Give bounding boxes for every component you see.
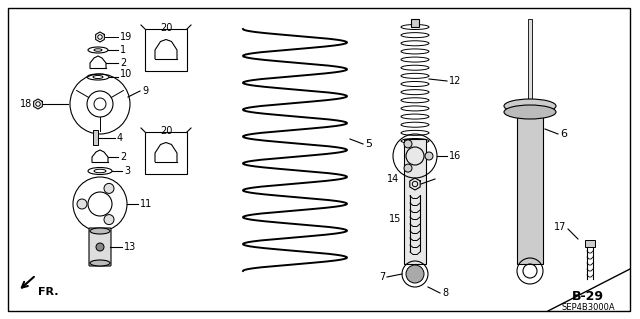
Text: FR.: FR. [38, 287, 58, 297]
Text: 8: 8 [442, 288, 448, 298]
Text: 7: 7 [379, 272, 385, 282]
Text: 17: 17 [554, 222, 566, 232]
Ellipse shape [90, 260, 110, 266]
Ellipse shape [96, 243, 104, 251]
Text: 1: 1 [120, 45, 126, 55]
Ellipse shape [504, 105, 556, 119]
Text: 18: 18 [20, 99, 32, 109]
Bar [145, 132, 187, 174]
Text: 11: 11 [140, 199, 152, 209]
Circle shape [425, 152, 433, 160]
Text: 16: 16 [449, 151, 461, 161]
Text: 14: 14 [387, 174, 399, 184]
Ellipse shape [504, 99, 556, 113]
Circle shape [104, 215, 114, 225]
Text: 4: 4 [117, 133, 123, 143]
Text: 3: 3 [124, 166, 130, 176]
Text: 2: 2 [120, 58, 126, 68]
FancyBboxPatch shape [89, 228, 111, 266]
Text: 20: 20 [160, 126, 172, 136]
Text: 5: 5 [365, 139, 372, 149]
Text: 19: 19 [120, 32, 132, 42]
Bar [528, 19, 532, 264]
Circle shape [406, 265, 424, 283]
Bar [404, 139, 426, 264]
Circle shape [104, 183, 114, 193]
Text: 20: 20 [160, 23, 172, 33]
Bar [145, 29, 187, 71]
Bar [411, 19, 419, 27]
Circle shape [404, 140, 412, 148]
Circle shape [77, 199, 87, 209]
Text: 6: 6 [560, 129, 567, 139]
Text: 15: 15 [389, 214, 401, 224]
Bar [93, 130, 98, 145]
Text: 2: 2 [120, 152, 126, 162]
Text: B-29: B-29 [572, 291, 604, 303]
Text: 10: 10 [120, 69, 132, 79]
Text: 13: 13 [124, 242, 136, 252]
Bar [517, 109, 543, 264]
Circle shape [404, 164, 412, 172]
Ellipse shape [90, 228, 110, 234]
Text: 9: 9 [142, 86, 148, 96]
Text: 12: 12 [449, 76, 461, 86]
Text: SEP4B3000A: SEP4B3000A [562, 302, 616, 311]
Bar [585, 240, 595, 247]
